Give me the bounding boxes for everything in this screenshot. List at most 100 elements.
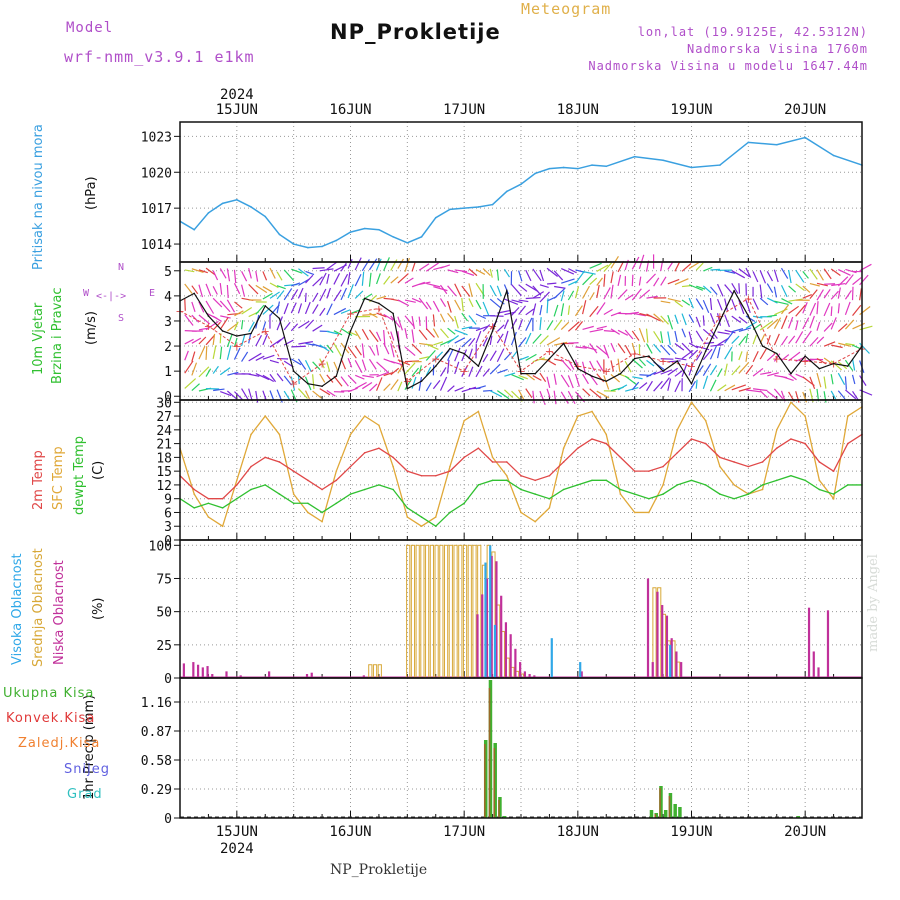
wind-arrow [475, 365, 483, 378]
temp-sfc-point [378, 424, 380, 427]
wind-arrow [660, 344, 671, 356]
wind-arrow [255, 390, 259, 403]
wind-arrow [205, 346, 208, 360]
temp-2m-point [491, 461, 494, 463]
y-tick-label: 2 [164, 340, 172, 355]
wind-arrow [262, 354, 275, 360]
dewpt-point [349, 493, 352, 495]
wind-arrow [724, 270, 736, 274]
wind-arrow [241, 351, 249, 362]
wind-arrow [234, 310, 244, 317]
wind-arrow [553, 270, 564, 281]
wind-arrow [781, 304, 790, 315]
cloud-bar-high [489, 545, 492, 678]
wind-arrow [589, 262, 602, 269]
wind-arrow [433, 341, 444, 346]
bottom-date-label: 20JUN [784, 824, 826, 840]
dewpt-point [278, 493, 281, 495]
wind-arrow [724, 363, 728, 376]
wind-arrow [503, 284, 510, 295]
wind-arrow [447, 385, 455, 393]
wind-arrow [695, 365, 704, 376]
wind-arrow [262, 271, 268, 281]
model-label: Model [66, 20, 114, 36]
y-tick-label: 30 [156, 396, 172, 411]
temp-2m-point [818, 461, 821, 463]
wind-arrow [489, 268, 493, 278]
legend-snow: Snijeg [64, 762, 110, 777]
temp-2m-point [207, 497, 210, 500]
temp-2m-point [278, 461, 281, 463]
wind-arrow [645, 380, 653, 392]
wind-gust-point: + [573, 360, 582, 373]
wind-arrow [255, 284, 268, 294]
wind-arrow [638, 358, 646, 367]
pressure-point [335, 239, 338, 242]
wind-arrow [340, 287, 348, 301]
wind-speed-point [335, 375, 338, 377]
wind-arrow [475, 269, 486, 275]
wind-arrow [532, 303, 537, 316]
temp-2m-point [633, 470, 636, 472]
wind-arrow [709, 345, 717, 360]
wind-arrow [475, 313, 487, 320]
wind-arrow [709, 312, 716, 325]
cloud-bar-mid [443, 544, 449, 679]
precip-bar-conv [659, 788, 661, 818]
wind-arrow [838, 342, 852, 347]
temp-sfc-point [846, 415, 849, 417]
temp-sfc-point [349, 433, 352, 436]
wind-arrow [376, 371, 390, 378]
wind-arrow [724, 384, 736, 392]
cloud-bar-mid [467, 544, 472, 679]
wind-arrow [823, 302, 831, 317]
wind-arrow [426, 343, 439, 350]
wind-arrow [788, 316, 794, 329]
wind-arrow [773, 333, 780, 346]
wind-arrow [567, 305, 571, 315]
wind-arrow [639, 382, 648, 390]
dewpt-point [491, 479, 494, 482]
wind-arrow [553, 390, 557, 405]
temp-2m-point [719, 456, 721, 459]
wind-arrow [646, 313, 661, 322]
wind-arrow [432, 328, 440, 338]
wind-arrow [638, 327, 646, 343]
wind-speed-point [619, 372, 622, 375]
wind-arrow [574, 321, 584, 331]
wind-arrow [773, 286, 778, 298]
wind-gust-point: + [545, 345, 554, 358]
wind-arrow [390, 343, 395, 358]
wind-arrow [717, 337, 729, 346]
wind-arrow [447, 285, 457, 297]
wind-arrow [269, 267, 276, 279]
wind-arrow [418, 329, 428, 341]
pressure-point [406, 242, 409, 244]
wind-arrow [773, 269, 779, 283]
wind-arrow [646, 295, 658, 299]
wind-arrow [191, 362, 198, 376]
wind-arrow [276, 285, 286, 290]
wind-arrow [347, 346, 357, 359]
wind-arrow [759, 390, 768, 399]
temp-2m-point [392, 456, 394, 459]
wind-arrow [809, 283, 820, 287]
cloud-bar-mid [439, 544, 444, 679]
y-tick-label: 0 [164, 390, 172, 405]
wind-arrow [475, 299, 482, 310]
wind-arrow [340, 262, 347, 272]
wind-arrow [653, 277, 660, 287]
wind-arrow [461, 386, 477, 393]
wind-arrow [248, 352, 262, 362]
wind-arrow [312, 390, 322, 399]
wind-arrow [709, 365, 718, 376]
wind-arrow [425, 349, 436, 361]
wind-arrow [262, 390, 267, 400]
temp-sfc-point [562, 447, 565, 449]
dewpt-point [577, 484, 579, 486]
wind-arrow [667, 360, 681, 363]
wind-arrow [525, 317, 533, 332]
wind-speed-point [520, 372, 522, 375]
wind-speed-point [577, 367, 579, 370]
wind-arrow [354, 330, 362, 340]
